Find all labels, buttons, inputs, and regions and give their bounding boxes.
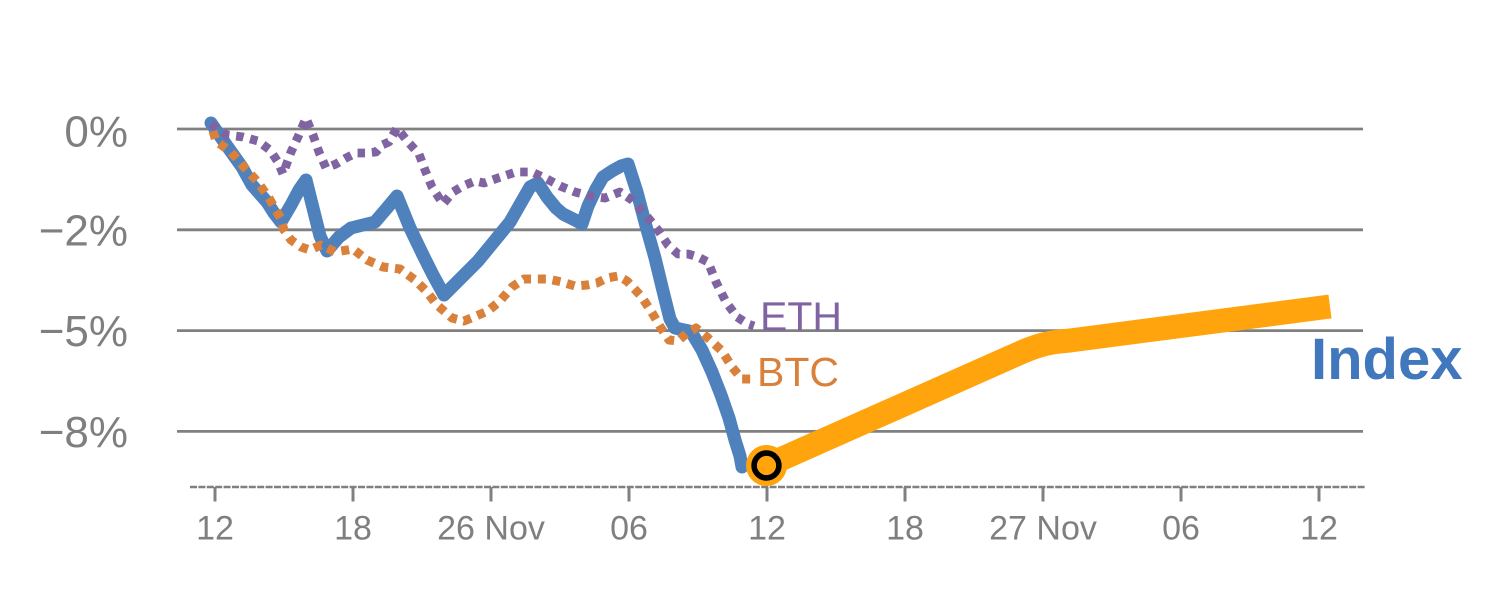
svg-text:06: 06	[610, 510, 648, 548]
svg-text:26 Nov: 26 Nov	[437, 510, 545, 548]
svg-text:0%: 0%	[64, 108, 128, 157]
svg-text:ETH: ETH	[760, 294, 842, 340]
svg-text:12: 12	[1300, 510, 1338, 548]
svg-text:−5%: −5%	[39, 307, 128, 356]
svg-text:12: 12	[748, 510, 786, 548]
svg-text:18: 18	[334, 510, 372, 548]
svg-text:06: 06	[1162, 510, 1200, 548]
svg-text:12: 12	[196, 510, 234, 548]
svg-text:−8%: −8%	[39, 408, 128, 457]
svg-text:18: 18	[886, 510, 924, 548]
svg-text:BTC: BTC	[757, 349, 839, 395]
svg-text:27 Nov: 27 Nov	[989, 510, 1097, 548]
svg-text:−2%: −2%	[39, 206, 128, 255]
svg-text:Index: Index	[1311, 327, 1463, 392]
